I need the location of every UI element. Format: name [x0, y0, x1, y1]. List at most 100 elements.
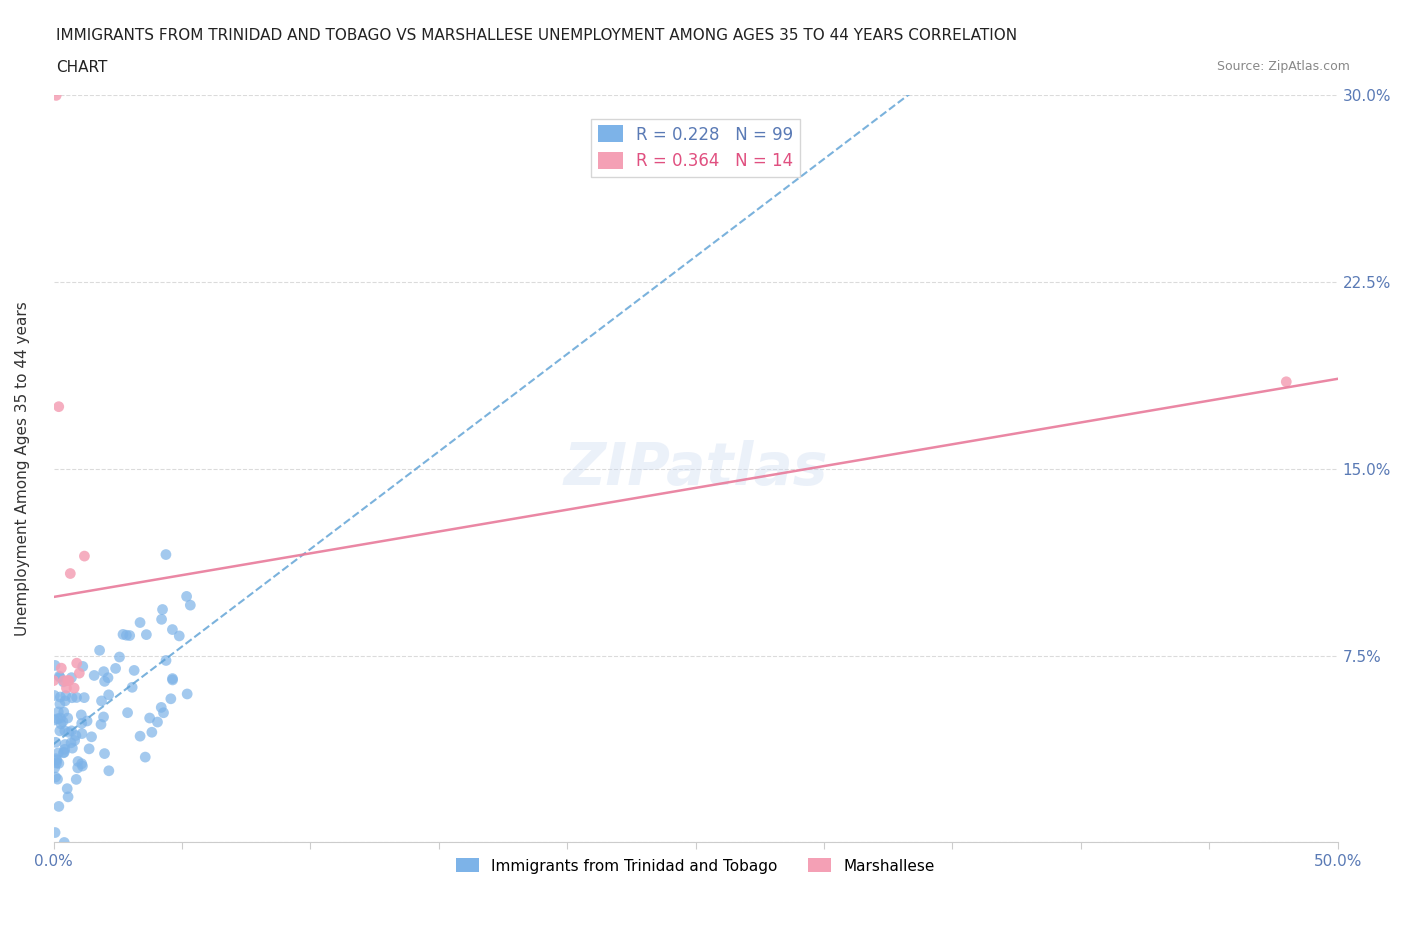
Text: Source: ZipAtlas.com: Source: ZipAtlas.com — [1216, 60, 1350, 73]
Immigrants from Trinidad and Tobago — [60, 671, 83, 685]
Marshallese — [55, 681, 77, 696]
Immigrants from Trinidad and Tobago — [70, 716, 93, 731]
Marshallese — [45, 88, 67, 103]
Marshallese — [73, 549, 96, 564]
Immigrants from Trinidad and Tobago — [129, 729, 152, 744]
Immigrants from Trinidad and Tobago — [65, 772, 87, 787]
Immigrants from Trinidad and Tobago — [55, 688, 77, 703]
Immigrants from Trinidad and Tobago — [53, 742, 76, 757]
Immigrants from Trinidad and Tobago — [176, 686, 198, 701]
Immigrants from Trinidad and Tobago — [70, 726, 93, 741]
Immigrants from Trinidad and Tobago — [56, 781, 79, 796]
Text: ZIPatlas: ZIPatlas — [564, 441, 828, 498]
Immigrants from Trinidad and Tobago — [58, 725, 80, 740]
Immigrants from Trinidad and Tobago — [70, 756, 93, 771]
Marshallese — [42, 673, 65, 688]
Immigrants from Trinidad and Tobago — [162, 671, 184, 686]
Legend: Immigrants from Trinidad and Tobago, Marshallese: Immigrants from Trinidad and Tobago, Mar… — [450, 853, 941, 880]
Immigrants from Trinidad and Tobago — [97, 764, 120, 778]
Immigrants from Trinidad and Tobago — [44, 825, 66, 840]
Immigrants from Trinidad and Tobago — [135, 627, 157, 642]
Marshallese — [67, 666, 90, 681]
Immigrants from Trinidad and Tobago — [176, 589, 198, 604]
Marshallese — [66, 656, 89, 671]
Immigrants from Trinidad and Tobago — [49, 724, 72, 738]
Immigrants from Trinidad and Tobago — [66, 761, 89, 776]
Immigrants from Trinidad and Tobago — [45, 752, 67, 767]
Y-axis label: Unemployment Among Ages 35 to 44 years: Unemployment Among Ages 35 to 44 years — [15, 301, 30, 636]
Text: CHART: CHART — [56, 60, 108, 75]
Immigrants from Trinidad and Tobago — [60, 740, 83, 755]
Immigrants from Trinidad and Tobago — [45, 751, 67, 766]
Immigrants from Trinidad and Tobago — [53, 835, 76, 850]
Immigrants from Trinidad and Tobago — [138, 711, 160, 725]
Immigrants from Trinidad and Tobago — [63, 733, 86, 748]
Immigrants from Trinidad and Tobago — [97, 687, 120, 702]
Text: IMMIGRANTS FROM TRINIDAD AND TOBAGO VS MARSHALLESE UNEMPLOYMENT AMONG AGES 35 TO: IMMIGRANTS FROM TRINIDAD AND TOBAGO VS M… — [56, 28, 1018, 43]
Immigrants from Trinidad and Tobago — [150, 612, 173, 627]
Marshallese — [52, 673, 75, 688]
Immigrants from Trinidad and Tobago — [48, 756, 70, 771]
Immigrants from Trinidad and Tobago — [53, 745, 76, 760]
Immigrants from Trinidad and Tobago — [52, 674, 75, 689]
Immigrants from Trinidad and Tobago — [141, 724, 163, 739]
Immigrants from Trinidad and Tobago — [53, 724, 76, 738]
Immigrants from Trinidad and Tobago — [60, 724, 83, 738]
Immigrants from Trinidad and Tobago — [77, 741, 100, 756]
Immigrants from Trinidad and Tobago — [45, 735, 67, 750]
Immigrants from Trinidad and Tobago — [155, 547, 177, 562]
Immigrants from Trinidad and Tobago — [56, 711, 79, 725]
Immigrants from Trinidad and Tobago — [162, 622, 184, 637]
Immigrants from Trinidad and Tobago — [48, 799, 70, 814]
Immigrants from Trinidad and Tobago — [93, 710, 115, 724]
Immigrants from Trinidad and Tobago — [117, 705, 139, 720]
Immigrants from Trinidad and Tobago — [134, 750, 156, 764]
Immigrants from Trinidad and Tobago — [150, 700, 173, 715]
Immigrants from Trinidad and Tobago — [65, 728, 87, 743]
Marshallese — [48, 399, 70, 414]
Immigrants from Trinidad and Tobago — [111, 627, 134, 642]
Immigrants from Trinidad and Tobago — [80, 729, 103, 744]
Immigrants from Trinidad and Tobago — [108, 649, 131, 664]
Immigrants from Trinidad and Tobago — [104, 661, 127, 676]
Immigrants from Trinidad and Tobago — [49, 716, 72, 731]
Immigrants from Trinidad and Tobago — [179, 598, 201, 613]
Immigrants from Trinidad and Tobago — [66, 754, 89, 769]
Immigrants from Trinidad and Tobago — [93, 664, 115, 679]
Immigrants from Trinidad and Tobago — [56, 790, 79, 804]
Immigrants from Trinidad and Tobago — [49, 670, 72, 684]
Immigrants from Trinidad and Tobago — [155, 653, 177, 668]
Immigrants from Trinidad and Tobago — [52, 714, 75, 729]
Immigrants from Trinidad and Tobago — [49, 689, 72, 704]
Immigrants from Trinidad and Tobago — [44, 658, 66, 673]
Immigrants from Trinidad and Tobago — [60, 736, 83, 751]
Immigrants from Trinidad and Tobago — [52, 705, 75, 720]
Immigrants from Trinidad and Tobago — [72, 659, 94, 674]
Immigrants from Trinidad and Tobago — [146, 714, 169, 729]
Immigrants from Trinidad and Tobago — [46, 772, 69, 787]
Immigrants from Trinidad and Tobago — [97, 671, 120, 685]
Immigrants from Trinidad and Tobago — [121, 680, 143, 695]
Marshallese — [51, 660, 73, 675]
Immigrants from Trinidad and Tobago — [65, 690, 87, 705]
Immigrants from Trinidad and Tobago — [160, 691, 183, 706]
Immigrants from Trinidad and Tobago — [73, 690, 96, 705]
Immigrants from Trinidad and Tobago — [90, 717, 112, 732]
Immigrants from Trinidad and Tobago — [70, 708, 93, 723]
Immigrants from Trinidad and Tobago — [46, 711, 69, 726]
Immigrants from Trinidad and Tobago — [49, 711, 72, 725]
Immigrants from Trinidad and Tobago — [53, 694, 76, 709]
Immigrants from Trinidad and Tobago — [93, 746, 115, 761]
Immigrants from Trinidad and Tobago — [53, 737, 76, 752]
Immigrants from Trinidad and Tobago — [48, 669, 70, 684]
Immigrants from Trinidad and Tobago — [115, 628, 138, 643]
Immigrants from Trinidad and Tobago — [44, 770, 66, 785]
Immigrants from Trinidad and Tobago — [52, 745, 75, 760]
Immigrants from Trinidad and Tobago — [49, 697, 72, 711]
Marshallese — [59, 566, 82, 581]
Immigrants from Trinidad and Tobago — [46, 746, 69, 761]
Immigrants from Trinidad and Tobago — [167, 629, 190, 644]
Immigrants from Trinidad and Tobago — [60, 690, 83, 705]
Immigrants from Trinidad and Tobago — [118, 628, 141, 643]
Immigrants from Trinidad and Tobago — [44, 712, 66, 727]
